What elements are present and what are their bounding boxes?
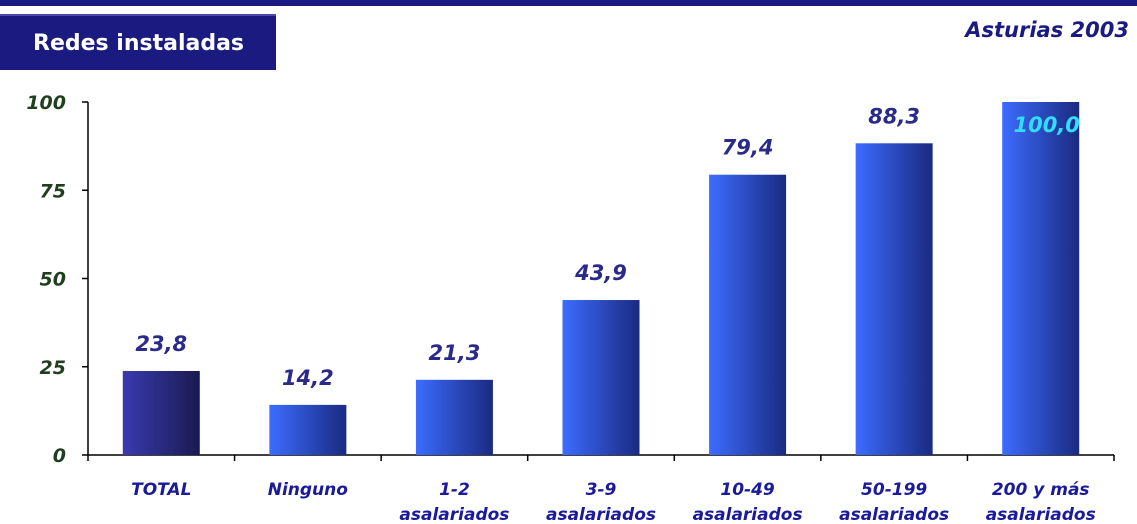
bar-value-label: 88,3 (868, 104, 920, 128)
y-tick-label: 50 (40, 269, 66, 291)
category-label: asalariados (986, 505, 1096, 524)
category-label: 50-199 (861, 480, 927, 500)
bar-value-label: 23,8 (135, 332, 187, 356)
bar (709, 174, 787, 455)
category-label: Ninguno (268, 480, 349, 500)
bar-value-label: 100,0 (1013, 113, 1079, 137)
chart-bars (122, 102, 1080, 455)
bar (415, 379, 493, 455)
y-tick-label: 100 (26, 92, 66, 114)
category-label: asalariados (839, 505, 949, 524)
y-tick-label: 0 (53, 445, 66, 467)
bar-value-label: 79,4 (722, 136, 774, 160)
bar-value-label: 43,9 (574, 261, 627, 285)
bar (269, 404, 347, 455)
category-label: asalariados (693, 505, 803, 524)
category-label: TOTAL (131, 480, 191, 500)
category-label: 3-9 (586, 480, 617, 500)
bar-value-label: 21,3 (429, 341, 481, 365)
category-label: asalariados (399, 505, 509, 524)
bar (122, 370, 200, 455)
bar (855, 143, 933, 455)
category-label: 10-49 (720, 480, 775, 500)
bar (562, 300, 640, 455)
bar (1002, 102, 1080, 455)
chart-labels: 23,8 TOTAL 14,2 Ninguno 21,3 1-2 asalariados 43… (131, 104, 1096, 524)
y-tick-label: 75 (40, 180, 66, 202)
top-rule (0, 0, 1137, 6)
category-label: 200 y más (992, 480, 1090, 500)
y-tick-label: 25 (40, 357, 66, 379)
category-label: asalariados (546, 505, 656, 524)
category-label: 1-2 (439, 480, 470, 500)
title-box: Redes instaladas (0, 14, 276, 70)
chart-subtitle: Asturias 2003 (965, 18, 1129, 42)
bar-value-label: 14,2 (282, 366, 334, 390)
page-title: Redes instaladas (33, 31, 245, 56)
